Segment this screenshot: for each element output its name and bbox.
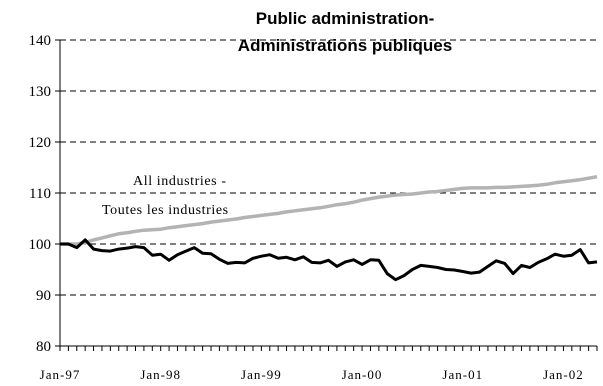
y-tick-label: 90 [36,288,51,304]
y-tick-label: 110 [29,186,51,202]
series-line-2 [60,238,598,282]
series-annotation: All industries - Toutes les industries [102,174,229,218]
chart-title-line-1: Public administration- [256,9,435,28]
x-tick-label: Jan-97 [40,367,81,382]
y-tick-label: 80 [36,339,51,355]
annotation-line-2: Toutes les industries [102,203,229,218]
y-tick-label: 120 [29,135,52,151]
x-tick-label: Jan-99 [241,367,282,382]
annotation-line-1: All industries - [133,174,227,189]
series-line-1 [60,174,598,246]
gridlines [60,39,597,296]
x-tick-label: Jan-98 [140,367,181,382]
y-tick-label: 140 [29,33,52,49]
chart-title: Public administration- Administrations p… [238,9,452,55]
x-tick-label: Jan-00 [342,367,383,382]
chart-title-line-2: Administrations publiques [238,36,452,55]
y-axis: 80 90 100 110 120 130 140 [29,33,61,355]
x-axis: Jan-97 Jan-98 Jan-99 Jan-00 Jan-01 Jan-02 [40,345,598,382]
series-lines [60,174,598,282]
x-tick-label: Jan-02 [543,367,584,382]
y-tick-label: 100 [29,237,52,253]
y-tick-label: 130 [29,84,52,100]
x-tick-label: Jan-01 [442,367,483,382]
